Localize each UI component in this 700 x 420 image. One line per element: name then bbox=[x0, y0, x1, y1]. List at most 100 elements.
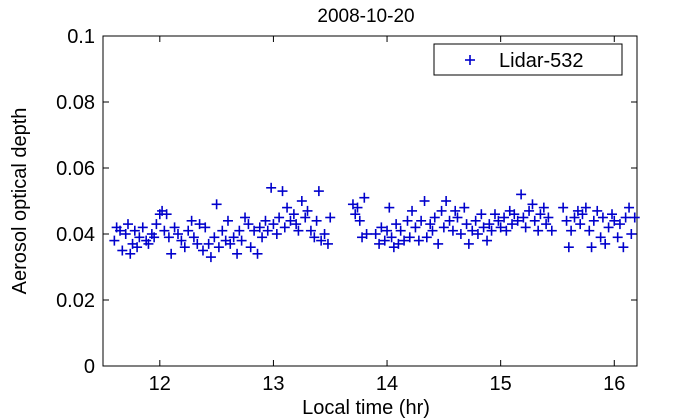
data-point bbox=[313, 186, 324, 197]
data-point bbox=[546, 225, 557, 236]
data-point bbox=[463, 238, 474, 249]
data-point bbox=[122, 219, 133, 230]
data-point bbox=[393, 238, 404, 249]
data-point bbox=[274, 212, 285, 223]
data-point bbox=[374, 238, 385, 249]
data-point bbox=[607, 209, 618, 220]
data-point bbox=[117, 245, 128, 256]
data-point bbox=[580, 202, 591, 213]
data-point bbox=[300, 212, 311, 223]
data-point bbox=[194, 219, 205, 230]
legend-marker-icon bbox=[465, 55, 475, 65]
y-tick-label: 0 bbox=[84, 356, 95, 378]
data-point bbox=[149, 232, 160, 243]
data-point bbox=[176, 235, 187, 246]
data-point bbox=[279, 222, 290, 233]
data-point bbox=[376, 222, 387, 233]
data-point bbox=[629, 212, 640, 223]
data-point bbox=[172, 229, 183, 239]
data-point bbox=[486, 225, 497, 236]
data-point bbox=[493, 215, 504, 226]
data-point bbox=[427, 225, 438, 236]
data-point bbox=[222, 215, 233, 226]
data-point bbox=[569, 212, 580, 223]
x-tick-label: 12 bbox=[149, 373, 171, 395]
data-point bbox=[595, 232, 606, 243]
data-point bbox=[382, 225, 393, 236]
data-point bbox=[249, 225, 260, 236]
x-axis-label: Local time (hr) bbox=[302, 397, 430, 419]
data-point bbox=[109, 235, 120, 246]
data-point bbox=[293, 225, 304, 236]
data-point bbox=[566, 225, 577, 236]
data-point bbox=[455, 229, 466, 239]
data-point bbox=[311, 215, 322, 226]
data-point bbox=[563, 242, 574, 253]
data-point bbox=[533, 225, 544, 236]
data-point bbox=[507, 219, 518, 230]
data-point bbox=[232, 248, 243, 259]
data-point bbox=[538, 202, 549, 213]
data-point bbox=[597, 212, 608, 223]
data-point bbox=[125, 248, 136, 259]
data-point bbox=[501, 225, 512, 236]
chart-title: 2008-10-20 bbox=[317, 6, 414, 27]
data-point bbox=[137, 222, 148, 233]
data-point bbox=[609, 215, 620, 226]
legend: Lidar-532 bbox=[433, 43, 623, 76]
data-point bbox=[450, 205, 461, 216]
data-point bbox=[520, 222, 531, 233]
data-point bbox=[282, 202, 293, 213]
y-tick-label: 0.04 bbox=[56, 224, 95, 246]
legend-label-lidar-532: Lidar-532 bbox=[499, 50, 584, 72]
data-point bbox=[260, 215, 271, 226]
data-point bbox=[179, 242, 190, 253]
data-point bbox=[262, 225, 273, 236]
data-point bbox=[203, 238, 214, 249]
data-point bbox=[603, 222, 614, 233]
data-point bbox=[361, 229, 372, 239]
data-point bbox=[482, 235, 493, 246]
data-point bbox=[495, 222, 506, 233]
data-point bbox=[322, 238, 333, 249]
data-point bbox=[441, 196, 452, 206]
x-tick-label: 15 bbox=[490, 373, 512, 395]
data-point bbox=[612, 232, 623, 243]
data-point bbox=[257, 232, 268, 243]
data-point bbox=[425, 219, 436, 230]
data-point bbox=[228, 232, 239, 243]
data-point bbox=[421, 232, 432, 243]
data-point bbox=[209, 232, 220, 243]
data-point bbox=[266, 182, 277, 193]
data-point bbox=[484, 219, 495, 230]
data-point bbox=[438, 222, 449, 233]
data-point bbox=[115, 225, 126, 236]
data-point bbox=[586, 242, 597, 253]
data-point bbox=[217, 225, 228, 236]
data-point bbox=[527, 199, 538, 210]
data-point bbox=[166, 248, 177, 259]
data-point bbox=[444, 215, 455, 226]
data-point bbox=[316, 235, 327, 246]
data-point bbox=[134, 232, 145, 243]
data-point bbox=[391, 219, 402, 230]
data-point bbox=[620, 212, 631, 223]
data-point bbox=[243, 219, 254, 230]
x-tick-label: 13 bbox=[262, 373, 284, 395]
data-point bbox=[234, 225, 245, 236]
y-tick-label: 0.02 bbox=[56, 290, 95, 312]
data-point bbox=[277, 186, 288, 197]
data-point bbox=[319, 229, 330, 239]
data-point bbox=[370, 229, 381, 239]
data-point bbox=[183, 225, 194, 236]
data-point bbox=[200, 222, 211, 233]
data-point bbox=[558, 202, 569, 213]
data-point bbox=[447, 225, 458, 236]
data-point bbox=[291, 219, 302, 230]
data-point bbox=[254, 222, 265, 233]
data-point bbox=[452, 212, 463, 223]
data-point bbox=[386, 232, 397, 243]
y-tick-label: 0.08 bbox=[56, 92, 95, 114]
data-point bbox=[225, 238, 236, 249]
